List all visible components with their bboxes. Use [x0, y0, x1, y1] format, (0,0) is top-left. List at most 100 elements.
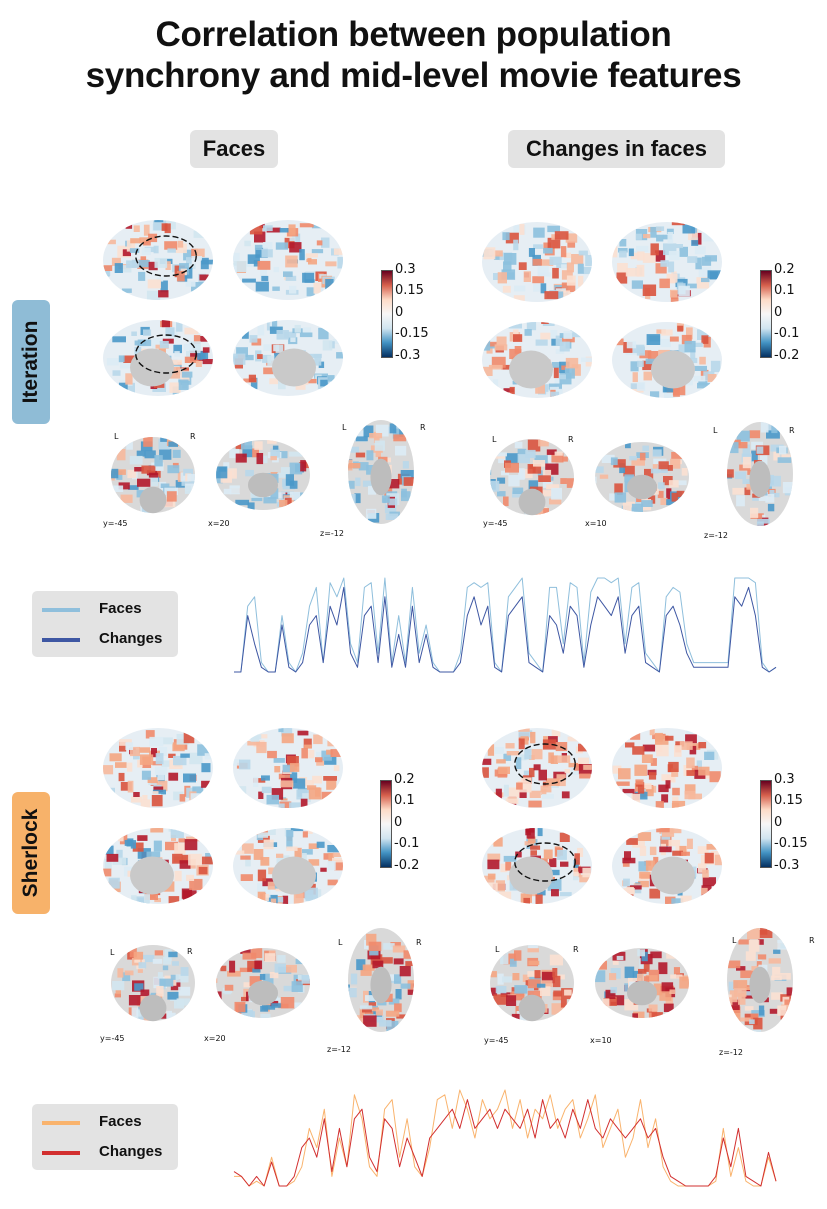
activation-patch	[560, 478, 567, 484]
activation-patch	[112, 370, 121, 376]
activation-patch	[282, 895, 289, 904]
activation-patch	[678, 344, 685, 353]
activation-patch	[758, 491, 769, 501]
activation-patch	[114, 993, 121, 998]
slice-brainstem	[518, 994, 546, 1022]
activation-patch	[174, 351, 180, 357]
activation-patch	[180, 472, 189, 482]
activation-patch	[530, 850, 537, 856]
activation-patch	[546, 484, 560, 490]
activation-patch	[667, 232, 674, 244]
activation-patch	[543, 849, 553, 860]
activation-patch	[523, 897, 530, 904]
activation-patch	[566, 262, 574, 273]
activation-patch	[491, 356, 506, 368]
activation-patch	[278, 379, 286, 390]
activation-map	[233, 728, 343, 808]
activation-patch	[401, 491, 411, 502]
activation-patch	[261, 775, 270, 781]
activation-patch	[658, 482, 665, 489]
activation-patch	[668, 251, 680, 261]
activation-patch	[696, 760, 702, 773]
activation-patch	[487, 882, 498, 892]
activation-patch	[236, 347, 248, 357]
activation-patch	[632, 841, 645, 848]
slice-coordinate-sagittal: x=10	[585, 519, 607, 528]
activation-patch	[643, 371, 652, 381]
activation-patch	[253, 260, 260, 267]
activation-patch	[227, 970, 241, 977]
activation-patch	[658, 962, 668, 975]
activation-patch	[109, 753, 122, 762]
legend-item-faces: Faces	[42, 1112, 172, 1132]
activation-patch	[241, 843, 254, 854]
activation-patch	[531, 749, 543, 760]
activation-patch	[727, 999, 740, 1010]
activation-patch	[154, 898, 161, 903]
activation-patch	[513, 334, 523, 342]
activation-patch	[744, 487, 751, 496]
activation-patch	[657, 490, 664, 499]
activation-patch	[528, 960, 540, 965]
activation-patch	[542, 490, 552, 497]
activation-patch	[571, 767, 580, 775]
activation-patch	[551, 729, 561, 737]
activation-patch	[233, 850, 245, 855]
activation-patch	[263, 225, 273, 232]
activation-patch	[497, 477, 506, 484]
activation-patch	[277, 955, 286, 963]
activation-patch	[399, 966, 411, 977]
activation-patch	[760, 455, 768, 465]
activation-patch	[262, 1005, 276, 1010]
activation-patch	[392, 428, 400, 439]
activation-patch	[622, 501, 636, 512]
activation-patch	[137, 478, 151, 487]
activation-patch	[488, 364, 503, 370]
activation-patch	[330, 749, 343, 757]
activation-patch	[290, 828, 304, 832]
activation-patch	[288, 451, 303, 457]
activation-patch	[662, 828, 675, 837]
activation-patch	[549, 498, 562, 505]
activation-patch	[733, 1012, 741, 1024]
activation-patch	[254, 244, 263, 250]
activation-patch	[184, 327, 199, 335]
activation-patch	[596, 960, 607, 970]
activation-patch	[666, 488, 672, 500]
activation-patch	[663, 476, 673, 486]
activation-patch	[175, 974, 189, 983]
activation-patch	[143, 329, 152, 336]
activation-patch	[624, 999, 639, 1011]
activation-patch	[642, 786, 654, 797]
activation-patch	[348, 987, 357, 998]
activation-patch	[194, 248, 205, 258]
activation-patch	[649, 888, 661, 899]
activation-patch	[561, 791, 570, 799]
activation-patch	[126, 260, 137, 268]
activation-patch	[216, 466, 228, 479]
activation-patch	[613, 459, 626, 468]
activation-patch	[139, 754, 154, 765]
activation-patch	[159, 978, 174, 987]
activation-patch	[514, 346, 522, 354]
activation-patch	[533, 227, 545, 238]
activation-patch	[684, 790, 696, 800]
activation-patch	[752, 496, 760, 501]
activation-patch	[388, 498, 398, 506]
activation-patch	[280, 467, 290, 474]
activation-patch	[769, 490, 775, 496]
activation-patch	[269, 378, 280, 385]
colorbar-iteration-faces: 0.3 0.15 0 -0.15 -0.3	[381, 263, 451, 366]
activation-patch	[502, 285, 511, 293]
activation-patch	[642, 445, 649, 451]
activation-patch	[540, 986, 551, 996]
activation-patch	[532, 258, 542, 266]
activation-patch	[630, 361, 639, 372]
activation-patch	[267, 440, 277, 444]
activation-patch	[302, 831, 308, 838]
activation-patch	[693, 375, 706, 382]
activation-patch	[118, 355, 125, 363]
activation-patch	[773, 449, 780, 461]
activation-patch	[549, 954, 563, 966]
activation-patch	[656, 234, 664, 242]
